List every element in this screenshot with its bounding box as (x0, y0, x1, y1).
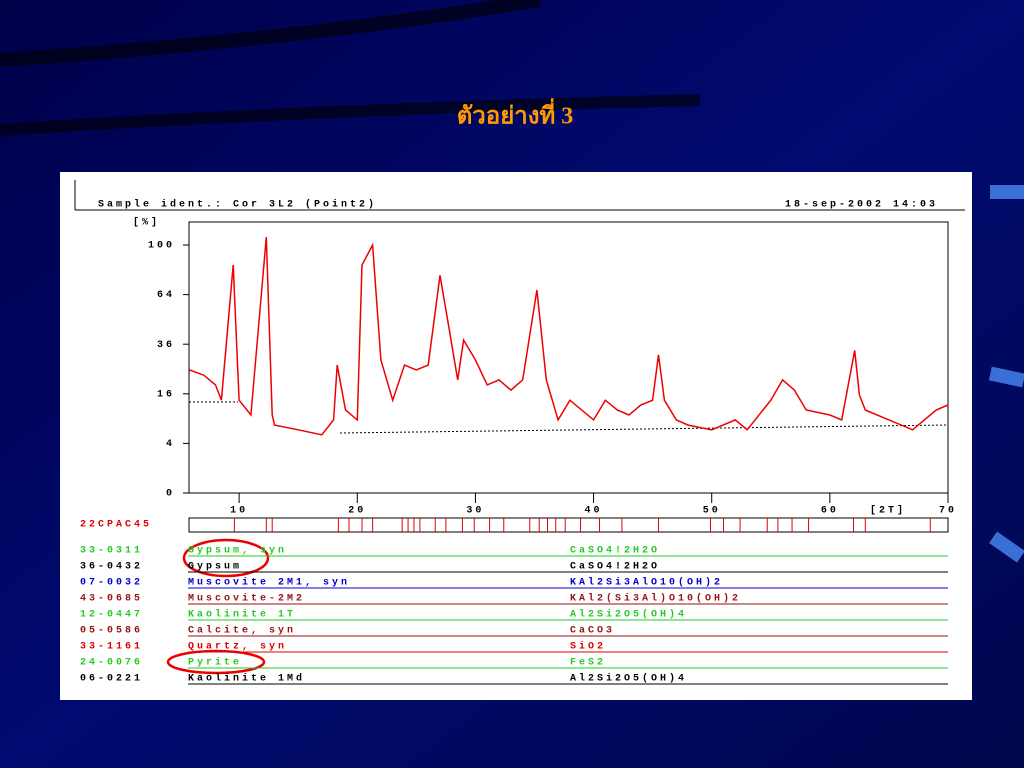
phase-formula: CaSO4!2H2O (570, 546, 660, 557)
phase-formula: FeS2 (570, 658, 606, 669)
background-line (339, 424, 949, 434)
decor (990, 185, 1024, 199)
phase-code: 24-0076 (80, 658, 143, 669)
y-tick-label: 64 (157, 290, 175, 301)
x-tick-label: 50 (703, 506, 721, 517)
pattern-code: 22CPAC45 (80, 520, 152, 531)
phase-name: Pyrite (188, 657, 242, 669)
x-tick-label: 70 (939, 506, 957, 517)
chart-panel (60, 172, 972, 700)
phase-formula: CaCO3 (570, 626, 615, 637)
phase-code: 07-0032 (80, 578, 143, 589)
phase-formula: KAl2(Si3Al)O10(OH)2 (570, 593, 741, 605)
pattern-line (189, 237, 949, 436)
phase-name: Muscovite 2M1, syn (188, 577, 350, 589)
phase-code: 33-1161 (80, 642, 143, 653)
phase-name: Kaolinite 1T (188, 609, 296, 621)
plot-frame (188, 221, 949, 494)
phase-code: 33-0311 (80, 546, 143, 557)
sample-ident: Sample ident.: Cor 3L2 (Point2) (98, 199, 377, 211)
decor (988, 366, 1024, 388)
y-tick-label: 0 (166, 489, 175, 500)
decor (0, 0, 542, 67)
y-tick-label: 4 (166, 439, 175, 450)
decor (989, 531, 1024, 563)
phase-formula: Al2Si2O5(OH)4 (570, 673, 687, 685)
x-tick-label: 40 (585, 506, 603, 517)
phase-code: 43-0685 (80, 594, 143, 605)
phase-code: 12-0447 (80, 610, 143, 621)
phase-name: Quartz, syn (188, 642, 287, 653)
x-tick-label: 20 (348, 506, 366, 517)
phase-name: Muscovite-2M2 (188, 593, 305, 605)
phase-formula: Al2Si2O5(OH)4 (570, 609, 687, 621)
phase-name: Gypsum (188, 562, 242, 573)
x-tick-label: 60 (821, 506, 839, 517)
x-tick-label: 10 (230, 506, 248, 517)
phase-code: 06-0221 (80, 674, 143, 685)
phase-code: 05-0586 (80, 626, 143, 637)
y-tick-label: 36 (157, 340, 175, 351)
phase-name: Gypsum, syn (188, 546, 287, 557)
y-tick-label: 16 (157, 389, 175, 400)
phase-formula: SiO2 (570, 641, 606, 653)
phase-code: 36-0432 (80, 562, 143, 573)
x-tick-label: 30 (466, 506, 484, 517)
y-tick-label: 100 (148, 241, 175, 252)
phase-name: Calcite, syn (188, 625, 296, 637)
phase-name: Kaolinite 1Md (188, 673, 305, 685)
y-axis-label: [%] (133, 217, 160, 229)
x-axis-label: [2T] (870, 505, 906, 517)
highlight (166, 649, 266, 675)
pattern-box (188, 517, 949, 533)
phase-formula: KAl2Si3AlO10(OH)2 (570, 577, 723, 589)
decor (0, 94, 701, 136)
slide-title: ตัวอย่างที่ 3 (457, 98, 574, 130)
timestamp: 18-sep-2002 14:03 (785, 200, 938, 211)
phase-formula: CaSO4!2H2O (570, 562, 660, 573)
highlight (182, 538, 270, 578)
